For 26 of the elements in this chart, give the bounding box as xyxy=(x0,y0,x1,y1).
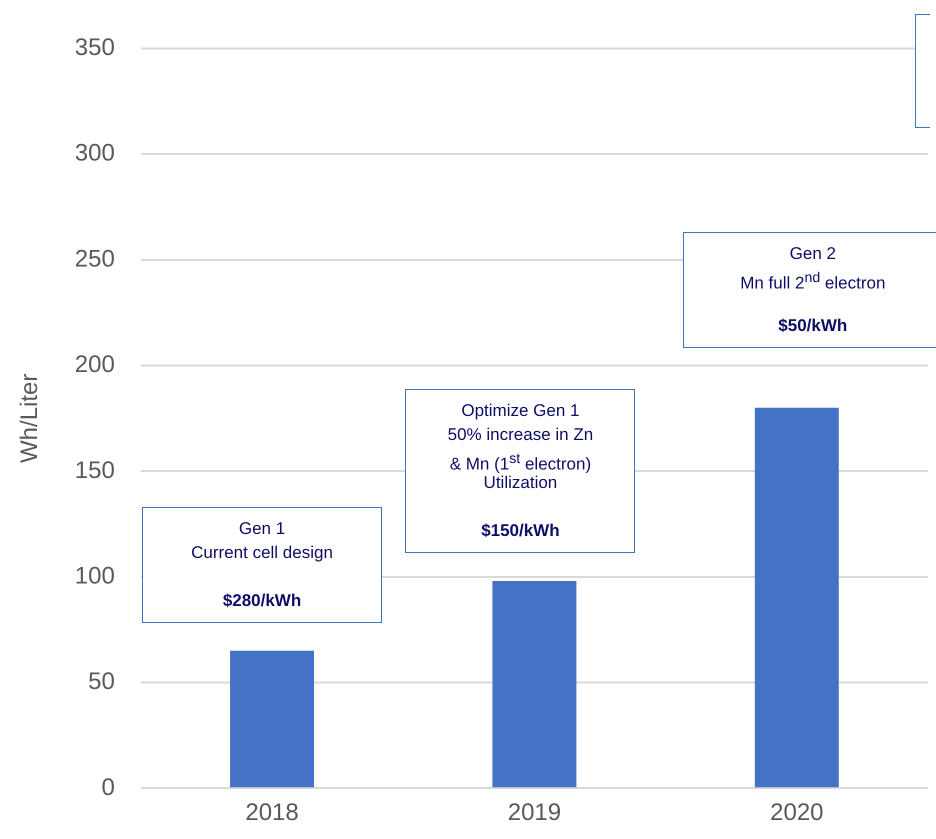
annotation: Optimize Gen 1 xyxy=(461,400,580,422)
y-tick-label: 50 xyxy=(88,668,115,696)
x-tick-label: 2019 xyxy=(508,799,562,826)
annotation: $150/kWh xyxy=(481,520,560,542)
bar xyxy=(230,650,314,788)
y-tick-label: 350 xyxy=(74,34,115,62)
annotation: Current cell design xyxy=(191,542,333,564)
annotation: Gen 1 xyxy=(238,518,286,540)
y-tick-label: 150 xyxy=(74,456,115,484)
y-tick-label: 300 xyxy=(74,140,115,167)
annotation: 50% increase in Zn xyxy=(448,424,594,446)
y-tick-label: 0 xyxy=(101,774,115,801)
annotation: & Mn (1$^{st}$ electron) xyxy=(450,450,592,476)
annotation: $50/kWh xyxy=(778,314,848,337)
annotation: Mn full 2$^{nd}$ electron xyxy=(740,268,886,294)
bar xyxy=(754,408,839,788)
x-tick-label: 2020 xyxy=(770,799,824,826)
bar xyxy=(492,581,576,788)
y-tick-label: 100 xyxy=(74,562,115,590)
annotation: Gen 2 xyxy=(790,242,836,265)
annotation: Utilization xyxy=(484,473,558,494)
y-axis-title: Wh/Liter xyxy=(16,374,44,463)
x-tick-label: 2018 xyxy=(245,799,299,826)
y-tick-label: 250 xyxy=(74,245,115,272)
annotation: $280/kWh xyxy=(222,590,302,612)
y-tick-label: 200 xyxy=(74,351,115,378)
